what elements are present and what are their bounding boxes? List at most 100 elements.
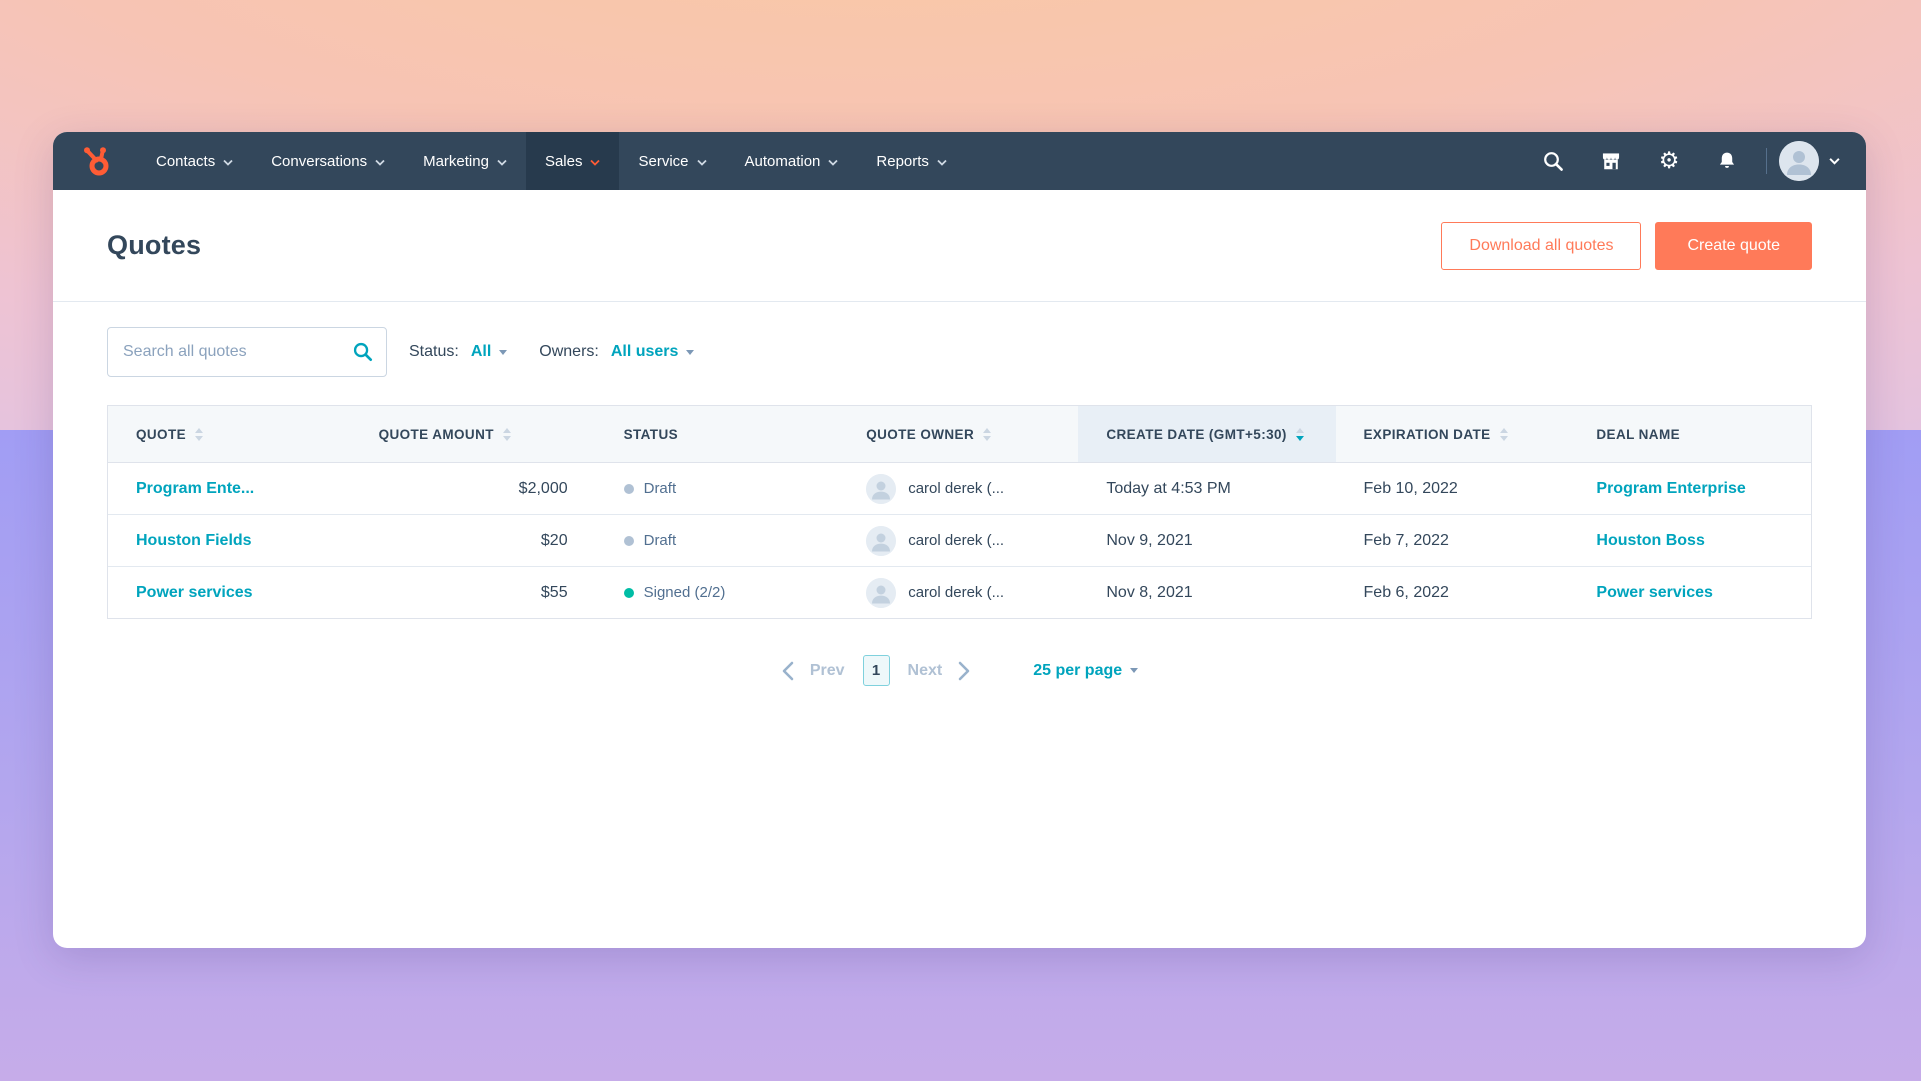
status-dot-icon xyxy=(623,535,634,546)
nav-label: Conversations xyxy=(271,152,368,170)
current-page-button[interactable]: 1 xyxy=(862,655,890,686)
chevron-down-icon xyxy=(590,159,601,166)
sort-arrows-icon xyxy=(1499,427,1508,441)
nav-item-marketing[interactable]: Marketing xyxy=(404,132,526,190)
create-date-cell: Nov 8, 2021 xyxy=(1106,583,1193,601)
status-cell: Signed (2/2) xyxy=(596,567,839,618)
hubspot-logo-icon[interactable] xyxy=(53,132,137,190)
status-filter-value: All xyxy=(470,343,492,360)
prev-page-button[interactable]: Prev xyxy=(809,661,845,679)
next-page-chevron-icon[interactable] xyxy=(958,661,971,681)
owners-filter-dropdown[interactable]: All users xyxy=(611,343,695,361)
deal-name-link[interactable]: Program Enterprise xyxy=(1596,479,1746,497)
quote-cell: Program Ente... xyxy=(108,463,351,514)
search-icon[interactable] xyxy=(1542,150,1564,172)
status-filter-dropdown[interactable]: All xyxy=(470,343,508,361)
nav-item-sales[interactable]: Sales xyxy=(525,132,620,190)
chevron-down-icon xyxy=(696,159,707,166)
column-label: EXPIRATION DATE xyxy=(1363,426,1491,442)
sort-arrows-icon xyxy=(502,427,511,441)
owner-avatar xyxy=(866,473,897,504)
owner-avatar xyxy=(866,577,897,608)
column-label: QUOTE xyxy=(136,426,187,442)
table-row: Program Ente... $2,000 Draft carol derek… xyxy=(108,462,1811,514)
quote-name-link[interactable]: Program Ente... xyxy=(136,479,255,497)
user-avatar[interactable] xyxy=(1779,141,1819,181)
owner-name: carol derek (... xyxy=(908,584,1005,601)
topbar-divider xyxy=(1766,148,1767,174)
marketplace-icon[interactable] xyxy=(1600,150,1622,172)
quote-name-link[interactable]: Power services xyxy=(136,583,253,601)
deal-name-cell: Power services xyxy=(1568,567,1811,618)
quote-owner-cell: carol derek (... xyxy=(838,515,1078,566)
column-label: STATUS xyxy=(623,426,679,442)
deal-name-link[interactable]: Power services xyxy=(1596,583,1713,601)
nav-label: Automation xyxy=(744,152,821,170)
column-header-expiration-date[interactable]: EXPIRATION DATE xyxy=(1336,406,1569,462)
column-header-status: STATUS xyxy=(596,406,839,462)
table-header-row: QUOTE QUOTE AMOUNT STATUS QUOTE OWNER CR… xyxy=(108,406,1811,462)
nav-item-service[interactable]: Service xyxy=(619,132,725,190)
sort-arrows-icon xyxy=(195,427,204,441)
column-label: DEAL NAME xyxy=(1596,426,1681,442)
search-input[interactable] xyxy=(107,327,387,377)
per-page-dropdown[interactable]: 25 per page xyxy=(1033,661,1139,680)
nav-item-contacts[interactable]: Contacts xyxy=(137,132,252,190)
create-quote-button[interactable]: Create quote xyxy=(1655,221,1812,270)
filters-bar: Status: All Owners: All users xyxy=(107,327,1812,377)
status-text: Signed (2/2) xyxy=(643,584,726,601)
caret-down-icon xyxy=(686,349,695,355)
status-filter-label: Status: xyxy=(409,343,459,360)
chevron-down-icon xyxy=(937,159,947,166)
column-header-quote-owner[interactable]: QUOTE OWNER xyxy=(838,406,1078,462)
quote-cell: Power services xyxy=(108,567,351,618)
column-header-create-date[interactable]: CREATE DATE (GMT+5:30) xyxy=(1078,406,1336,462)
status-dot-icon xyxy=(623,483,634,494)
main-menu: Contacts Conversations Marketing Sales S… xyxy=(137,132,966,190)
quote-owner-cell: carol derek (... xyxy=(838,463,1078,514)
expiration-date-cell: Feb 10, 2022 xyxy=(1363,479,1458,497)
column-header-quote-amount[interactable]: QUOTE AMOUNT xyxy=(351,406,596,462)
owners-filter-value: All users xyxy=(610,343,679,360)
chevron-down-icon xyxy=(828,159,839,166)
account-chevron-down-icon[interactable] xyxy=(1829,152,1840,170)
create-date-cell: Today at 4:53 PM xyxy=(1106,479,1231,497)
topbar-spacer xyxy=(966,132,1506,190)
column-header-quote[interactable]: QUOTE xyxy=(108,406,351,462)
nav-label: Marketing xyxy=(423,152,489,170)
quote-name-link[interactable]: Houston Fields xyxy=(136,531,252,549)
status-dot-icon xyxy=(623,587,634,598)
download-all-quotes-button[interactable]: Download all quotes xyxy=(1441,221,1642,270)
nav-item-reports[interactable]: Reports xyxy=(857,132,966,190)
nav-item-automation[interactable]: Automation xyxy=(726,132,858,190)
table-row: Power services $55 Signed (2/2) carol de… xyxy=(108,566,1811,618)
per-page-label: 25 per page xyxy=(1033,661,1123,679)
deal-name-link[interactable]: Houston Boss xyxy=(1596,531,1705,549)
header-buttons: Download all quotes Create quote xyxy=(1441,221,1812,270)
deal-name-cell: Program Enterprise xyxy=(1568,463,1811,514)
nav-label: Sales xyxy=(544,152,583,170)
sort-arrows-icon xyxy=(983,427,992,441)
nav-label: Contacts xyxy=(156,152,216,170)
deal-name-cell: Houston Boss xyxy=(1568,515,1811,566)
status-text: Draft xyxy=(643,480,677,497)
column-label: CREATE DATE (GMT+5:30) xyxy=(1106,426,1287,442)
search-icon[interactable] xyxy=(352,341,373,367)
settings-gear-icon[interactable]: ⚙ xyxy=(1658,148,1680,174)
gear-glyph: ⚙ xyxy=(1658,148,1680,174)
app-window: Contacts Conversations Marketing Sales S… xyxy=(53,132,1866,948)
owners-filter-label: Owners: xyxy=(539,343,599,360)
prev-page-chevron-icon[interactable] xyxy=(781,661,794,681)
status-cell: Draft xyxy=(596,515,839,566)
column-label: QUOTE OWNER xyxy=(866,426,975,442)
quotes-table: QUOTE QUOTE AMOUNT STATUS QUOTE OWNER CR… xyxy=(107,405,1812,619)
owner-name: carol derek (... xyxy=(908,532,1005,549)
expiration-date-cell: Feb 7, 2022 xyxy=(1363,531,1449,549)
next-page-button[interactable]: Next xyxy=(907,661,943,679)
chevron-down-icon xyxy=(223,159,233,166)
quote-amount-cell: $55 xyxy=(540,583,568,601)
search-box xyxy=(107,327,387,377)
sort-arrows-icon xyxy=(1295,427,1304,441)
notifications-bell-icon[interactable] xyxy=(1716,150,1738,172)
nav-item-conversations[interactable]: Conversations xyxy=(252,132,404,190)
